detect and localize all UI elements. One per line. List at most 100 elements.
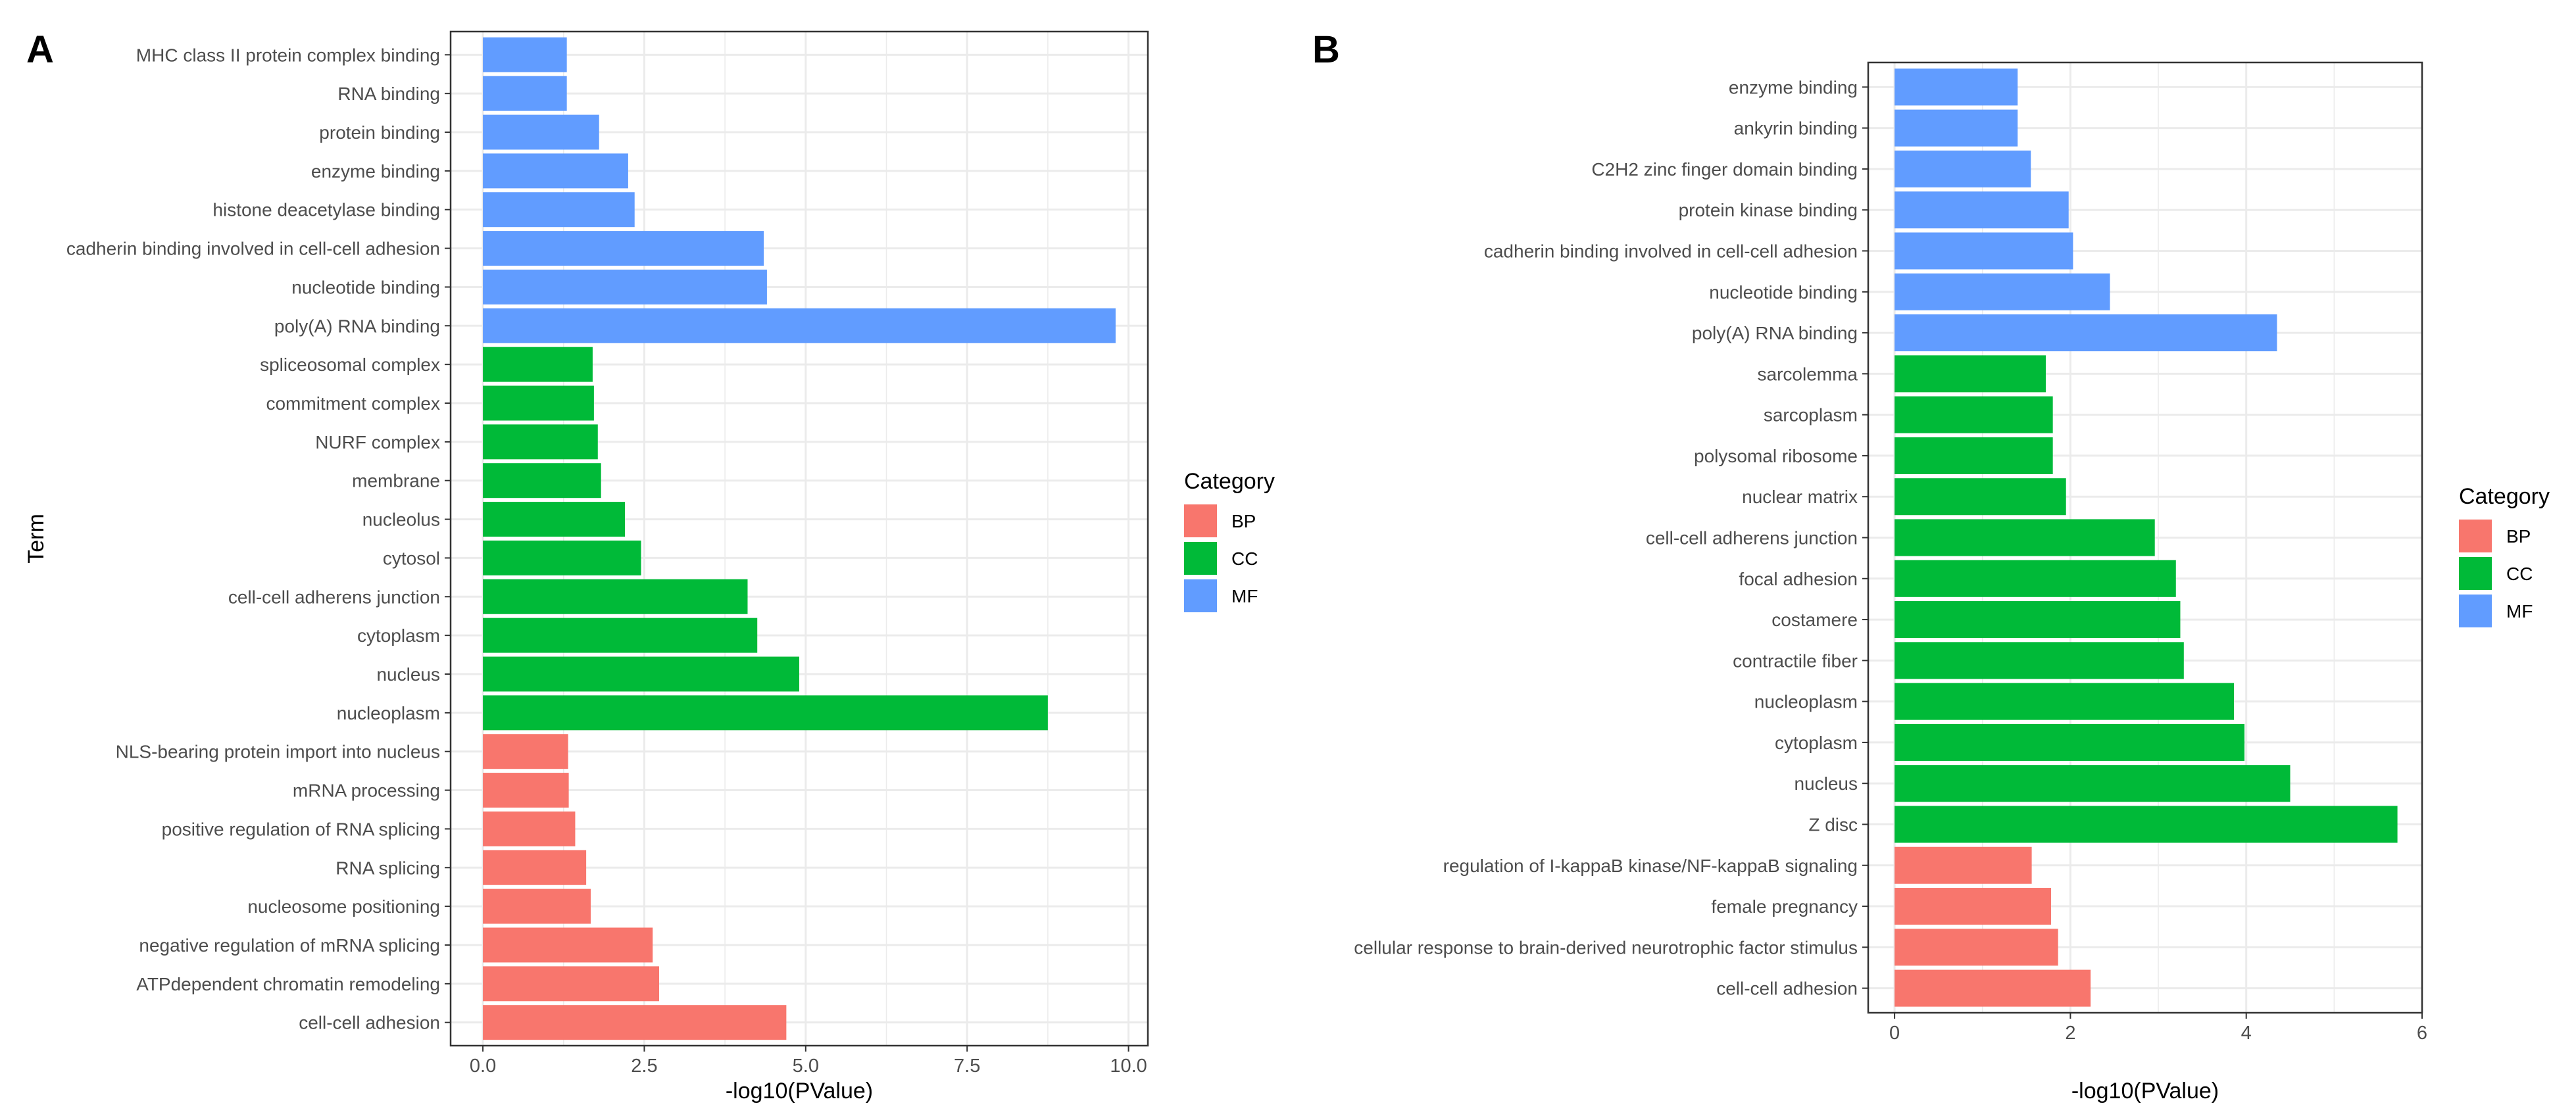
term-label: negative regulation of mRNA splicing — [139, 935, 440, 956]
panel-a: MHC class II protein complex binding RNA … — [24, 28, 1275, 1104]
bar-cc — [483, 540, 641, 575]
bar-cc — [1895, 478, 2066, 516]
legend-swatch-bp — [2459, 520, 2492, 552]
term-label: membrane — [352, 471, 440, 491]
term-label: cadherin binding involved in cell-cell a… — [66, 239, 440, 259]
term-label: enzyme binding — [311, 161, 440, 182]
panel-letter: B — [1312, 28, 1340, 71]
term-label: focal adhesion — [1739, 569, 1858, 589]
bar-mf — [1895, 273, 2110, 310]
term-label: regulation of I-kappaB kinase/NF-kappaB … — [1443, 856, 1858, 876]
x-tick-label: 2 — [2065, 1023, 2075, 1044]
term-label: histone deacetylase binding — [212, 200, 440, 220]
bar-cc — [483, 424, 598, 460]
bar-cc — [1895, 723, 2245, 761]
bar-bp — [1895, 888, 2051, 925]
bar-bp — [483, 1005, 787, 1040]
bar-mf — [1895, 314, 2277, 352]
term-label: commitment complex — [266, 393, 440, 414]
bar-mf — [483, 231, 764, 266]
panel-border — [1867, 61, 2423, 1014]
term-label: NURF complex — [315, 432, 440, 452]
bar-cc — [1895, 355, 2046, 393]
term-label: female pregnancy — [1711, 896, 1858, 917]
bar-mf — [1895, 232, 2073, 270]
bar-mf — [483, 76, 567, 111]
term-label: cytoplasm — [1775, 733, 1858, 753]
bar-cc — [483, 618, 758, 653]
term-label: cell-cell adherens junction — [1646, 528, 1858, 548]
bar-cc — [483, 502, 625, 537]
legend-label: MF — [2506, 601, 2533, 621]
term-label: protein binding — [319, 122, 440, 143]
x-tick-label: 2.5 — [631, 1056, 657, 1077]
term-label: protein kinase binding — [1679, 200, 1858, 220]
bar-mf — [483, 153, 628, 189]
legend-swatch-cc — [2459, 557, 2492, 590]
legend-swatch-cc — [1184, 542, 1217, 575]
term-label: nucleolus — [362, 510, 440, 530]
term-label: nucleoplasm — [337, 703, 440, 723]
term-label: cytosol — [383, 548, 440, 568]
bar-bp — [483, 927, 653, 963]
bar-bp — [483, 888, 591, 924]
bar-cc — [483, 579, 748, 614]
bar-cc — [1895, 683, 2234, 720]
term-label: RNA binding — [337, 84, 440, 104]
x-tick-label: 7.5 — [954, 1056, 980, 1077]
x-tick-label: 10.0 — [1110, 1056, 1147, 1077]
term-label: RNA splicing — [335, 858, 440, 878]
term-label: cytoplasm — [357, 625, 440, 646]
bar-cc — [483, 347, 593, 382]
legend-swatch-bp — [1184, 504, 1217, 537]
term-label: cadherin binding involved in cell-cell a… — [1484, 241, 1858, 262]
bar-mf — [483, 37, 567, 72]
panel-letter: A — [26, 28, 54, 71]
bar-bp — [483, 773, 569, 808]
term-label: ankyrin binding — [1734, 118, 1858, 139]
legend-title: Category — [1184, 469, 1275, 494]
term-label: cell-cell adhesion — [299, 1013, 440, 1033]
bar-bp — [483, 811, 576, 846]
bar-bp — [1895, 929, 2058, 966]
term-label: nuclear matrix — [1742, 487, 1858, 507]
x-tick-label: 4 — [2241, 1023, 2252, 1044]
bar-cc — [483, 463, 601, 498]
bar-cc — [483, 695, 1048, 731]
bar-cc — [1895, 642, 2184, 679]
x-axis-title: -log10(PValue) — [2071, 1079, 2219, 1104]
bar-mf — [1895, 150, 2031, 187]
panel-border — [449, 30, 1149, 1047]
term-label: nucleosome positioning — [247, 896, 440, 917]
term-label: nucleus — [1794, 773, 1858, 794]
bar-mf — [1895, 109, 2018, 147]
bar-bp — [483, 734, 568, 769]
bar-mf — [1895, 68, 2018, 106]
term-label: polysomal ribosome — [1694, 446, 1858, 466]
x-tick-label: 6 — [2417, 1023, 2427, 1044]
bar-bp — [483, 850, 587, 885]
x-tick-label: 5.0 — [793, 1056, 819, 1077]
x-tick-label: 0.0 — [470, 1056, 496, 1077]
term-label: ATPdependent chromatin remodeling — [136, 974, 440, 994]
legend-label: CC — [1231, 548, 1258, 569]
legend-label: BP — [1231, 511, 1256, 531]
bar-cc — [1895, 519, 2155, 556]
term-label: nucleotide binding — [291, 277, 440, 297]
legend-title: Category — [2459, 484, 2550, 509]
term-label: contractile fiber — [1733, 650, 1858, 671]
bar-cc — [1895, 765, 2291, 802]
legend-swatch-mf — [2459, 595, 2492, 627]
term-label: spliceosomal complex — [260, 354, 440, 375]
term-label: nucleus — [376, 664, 440, 685]
term-label: positive regulation of RNA splicing — [162, 819, 440, 839]
bar-mf — [483, 269, 767, 304]
term-label: NLS-bearing protein import into nucleus — [116, 742, 440, 762]
term-label: MHC class II protein complex binding — [136, 45, 440, 65]
bar-cc — [483, 385, 594, 421]
term-label: cell-cell adhesion — [1716, 979, 1858, 999]
term-label: mRNA processing — [293, 781, 440, 801]
bar-mf — [1895, 191, 2069, 229]
bar-cc — [483, 656, 799, 692]
